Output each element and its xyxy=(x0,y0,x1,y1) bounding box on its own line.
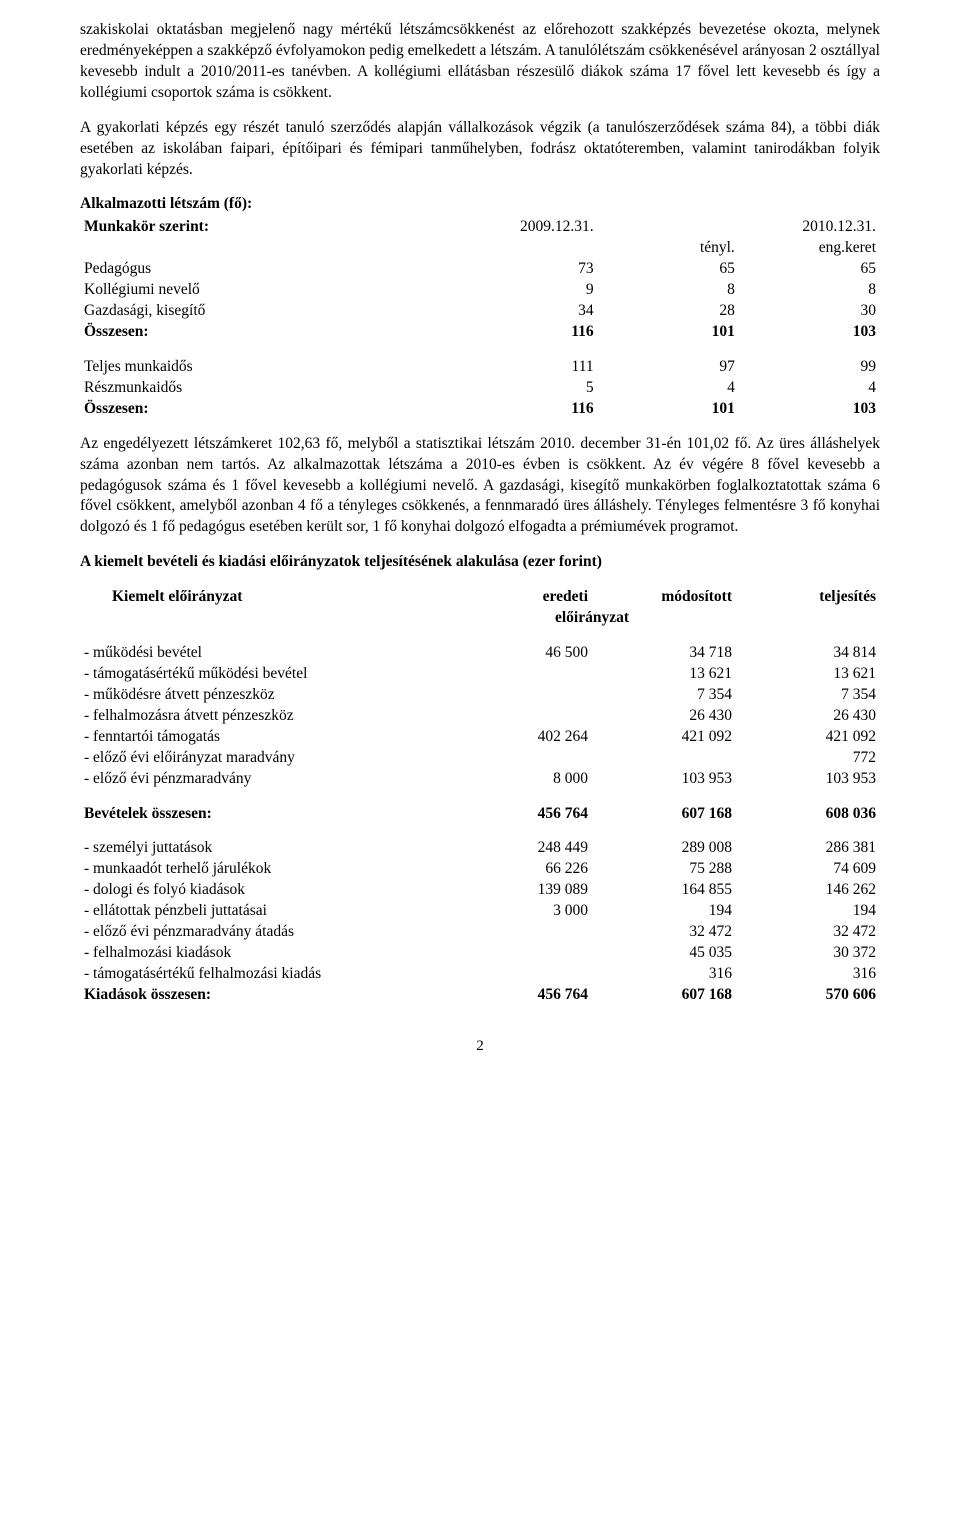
staff-header-row-dates: Munkakör szerint: 2009.12.31. 2010.12.31… xyxy=(80,217,880,238)
budget-expense-table: - személyi juttatások 248 449 289 008 28… xyxy=(80,838,880,1005)
table-row: - ellátottak pénzbeli juttatásai 3 000 1… xyxy=(80,901,880,922)
staff-subtitle: Munkakör szerint: xyxy=(80,217,456,238)
paragraph-1: szakiskolai oktatásban megjelenő nagy mé… xyxy=(80,20,880,104)
budget-col-3: módosított xyxy=(592,587,736,608)
expense-total-row: Kiadások összesen: 456 764 607 168 570 6… xyxy=(80,985,880,1006)
budget-income-total-table: Bevételek összesen: 456 764 607 168 608 … xyxy=(80,804,880,825)
col-date-2009: 2009.12.31. xyxy=(456,217,597,238)
table-row: Teljes munkaidős 111 97 99 xyxy=(80,357,880,378)
income-total-row: Bevételek összesen: 456 764 607 168 608 … xyxy=(80,804,880,825)
staff-total-row: Összesen: 116 101 103 xyxy=(80,399,880,420)
table-row: - dologi és folyó kiadások 139 089 164 8… xyxy=(80,880,880,901)
paragraph-3: Az engedélyezett létszámkeret 102,63 fő,… xyxy=(80,434,880,539)
table-row: - támogatásértékű felhalmozási kiadás 31… xyxy=(80,964,880,985)
table-row: - felhalmozási kiadások 45 035 30 372 xyxy=(80,943,880,964)
staff-total-row: Összesen: 116 101 103 xyxy=(80,322,880,343)
budget-header-table: Kiemelt előirányzat eredeti módosított t… xyxy=(80,587,880,629)
budget-col-4: teljesítés xyxy=(736,587,880,608)
budget-header-row: Kiemelt előirányzat eredeti módosított t… xyxy=(80,587,880,608)
table-row: Részmunkaidős 5 4 4 xyxy=(80,378,880,399)
budget-subheader-row: előirányzat xyxy=(80,608,880,629)
staff-header-row-sub: tényl. eng.keret xyxy=(80,238,880,259)
table-row: - támogatásértékű működési bevétel 13 62… xyxy=(80,664,880,685)
table-row: Pedagógus 73 65 65 xyxy=(80,259,880,280)
staff-title: Alkalmazotti létszám (fő): xyxy=(80,194,880,215)
total-label: Összesen: xyxy=(80,399,456,420)
col-engkeret: eng.keret xyxy=(739,238,880,259)
budget-title: A kiemelt bevételi és kiadási előirányza… xyxy=(80,552,880,573)
table-row: - előző évi előirányzat maradvány 772 xyxy=(80,748,880,769)
table-row: - előző évi pénzmaradvány 8 000 103 953 … xyxy=(80,769,880,790)
row-label: Teljes munkaidős xyxy=(80,357,456,378)
row-label: Részmunkaidős xyxy=(80,378,456,399)
row-label: Pedagógus xyxy=(80,259,456,280)
budget-col-2: eredeti xyxy=(448,587,592,608)
page-number: 2 xyxy=(80,1036,880,1056)
budget-income-table: - működési bevétel 46 500 34 718 34 814 … xyxy=(80,643,880,789)
row-label: Kollégiumi nevelő xyxy=(80,280,456,301)
row-label: Gazdasági, kisegítő xyxy=(80,301,456,322)
table-row: Kollégiumi nevelő 9 8 8 xyxy=(80,280,880,301)
budget-subheader: előirányzat xyxy=(448,608,736,629)
budget-col-1: Kiemelt előirányzat xyxy=(80,587,448,608)
table-row: - fenntartói támogatás 402 264 421 092 4… xyxy=(80,727,880,748)
table-row: - működési bevétel 46 500 34 718 34 814 xyxy=(80,643,880,664)
staff-table-by-worktime: Teljes munkaidős 111 97 99 Részmunkaidős… xyxy=(80,357,880,420)
table-row: - működésre átvett pénzeszköz 7 354 7 35… xyxy=(80,685,880,706)
table-row: - munkaadót terhelő járulékok 66 226 75 … xyxy=(80,859,880,880)
col-tenyl: tényl. xyxy=(598,238,739,259)
col-date-2010: 2010.12.31. xyxy=(598,217,880,238)
staff-table-by-role: Munkakör szerint: 2009.12.31. 2010.12.31… xyxy=(80,217,880,343)
table-row: - előző évi pénzmaradvány átadás 32 472 … xyxy=(80,922,880,943)
total-label: Összesen: xyxy=(80,322,456,343)
table-row: - személyi juttatások 248 449 289 008 28… xyxy=(80,838,880,859)
table-row: Gazdasági, kisegítő 34 28 30 xyxy=(80,301,880,322)
paragraph-2: A gyakorlati képzés egy részét tanuló sz… xyxy=(80,118,880,181)
table-row: - felhalmozásra átvett pénzeszköz 26 430… xyxy=(80,706,880,727)
